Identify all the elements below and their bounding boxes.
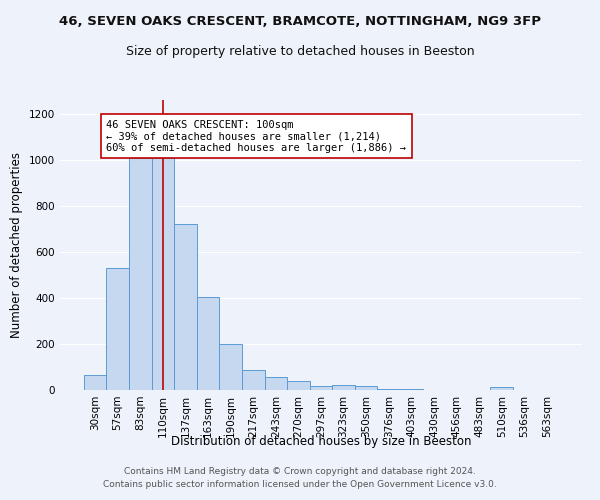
Bar xyxy=(355,386,377,390)
Text: 46, SEVEN OAKS CRESCENT, BRAMCOTE, NOTTINGHAM, NG9 3FP: 46, SEVEN OAKS CRESCENT, BRAMCOTE, NOTTI… xyxy=(59,15,541,28)
Bar xyxy=(490,387,513,390)
Bar xyxy=(152,158,174,390)
Bar xyxy=(242,370,265,390)
Text: Contains HM Land Registry data © Crown copyright and database right 2024.: Contains HM Land Registry data © Crown c… xyxy=(124,467,476,476)
Text: 46 SEVEN OAKS CRESCENT: 100sqm
← 39% of detached houses are smaller (1,214)
60% : 46 SEVEN OAKS CRESCENT: 100sqm ← 39% of … xyxy=(106,120,406,153)
Text: Contains public sector information licensed under the Open Government Licence v3: Contains public sector information licen… xyxy=(103,480,497,489)
Text: Size of property relative to detached houses in Beeston: Size of property relative to detached ho… xyxy=(125,45,475,58)
Text: Distribution of detached houses by size in Beeston: Distribution of detached houses by size … xyxy=(171,435,471,448)
Bar xyxy=(106,268,129,390)
Bar xyxy=(129,158,152,390)
Bar xyxy=(332,385,355,390)
Bar xyxy=(310,386,332,390)
Y-axis label: Number of detached properties: Number of detached properties xyxy=(10,152,23,338)
Bar xyxy=(174,224,197,390)
Bar xyxy=(265,376,287,390)
Bar xyxy=(84,375,106,390)
Bar xyxy=(287,382,310,390)
Bar xyxy=(220,344,242,390)
Bar xyxy=(197,297,220,390)
Bar xyxy=(377,389,400,390)
